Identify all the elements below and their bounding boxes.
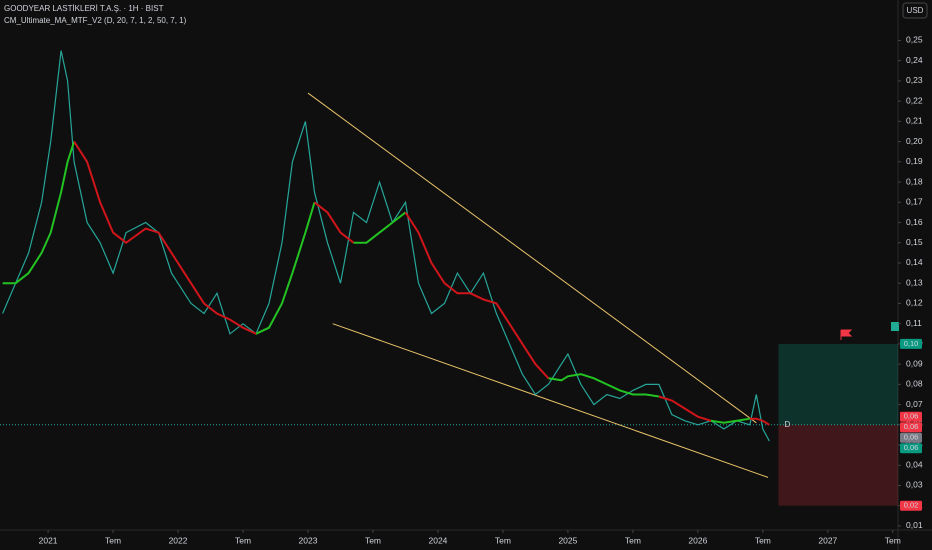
y-tick-label: 0,03 [906,480,923,490]
price-badge [900,432,922,443]
price-badge-label: 0,10 [904,339,919,348]
target-zone [778,343,898,425]
x-tick-label: Tem [755,535,771,545]
x-tick-label: Tem [365,535,381,545]
price-badge [900,338,922,349]
y-tick-label: 0,22 [906,95,923,105]
y-tick-label: 0,24 [906,55,923,65]
x-tick-label: 2022 [169,535,188,545]
y-tick-label: 0,17 [906,197,923,207]
y-tick-label: 0,04 [906,460,923,470]
price-badge [900,500,922,511]
x-tick-label: 2024 [428,535,447,545]
moving-average [2,141,750,424]
price-badge-label: 0,06 [904,412,919,421]
price-badge [900,443,922,454]
y-tick-label: 0,23 [906,75,923,85]
trendline [307,92,757,424]
price-badge-label: 0,02 [904,501,919,510]
y-tick-label: 0,14 [906,257,923,267]
y-tick-label: 0,11 [906,318,922,328]
y-tick-label: 0,16 [906,217,923,227]
y-tick-label: 0,25 [906,35,923,45]
x-tick-label: Tem [235,535,251,545]
x-tick-label: 2021 [39,535,58,545]
y-tick-label: 0,15 [906,237,923,247]
moving-average [73,141,770,426]
price-badge [900,422,922,433]
x-tick-label: Tem [105,535,121,545]
y-tick-label: 0,08 [906,379,923,389]
alert-icon [891,322,899,331]
x-tick-label: Tem [625,535,641,545]
y-tick-label: 0,19 [906,156,923,166]
indicator-title: CM_Ultimate_MA_MTF_V2 (D, 20, 7, 1, 2, 5… [4,16,187,25]
y-tick-label: 0,01 [906,520,923,530]
x-tick-label: Tem [885,535,901,545]
symbol-title: GOODYEAR LASTİKLERİ T.A.Ş. · 1H · BIST [4,4,164,13]
currency-label[interactable]: USD [907,6,924,15]
flag-icon [840,329,853,340]
y-tick-label: 0,21 [906,116,923,126]
entry-label: D [784,420,790,429]
x-tick-label: 2025 [558,535,577,545]
y-tick-label: 0,20 [906,136,923,146]
trendline [332,323,769,478]
x-tick-label: 2027 [818,535,837,545]
y-tick-label: 0,09 [906,358,923,368]
y-tick-label: 0,12 [906,298,923,308]
x-tick-label: 2026 [688,535,707,545]
price-badge-label: 0,06 [904,443,919,452]
y-tick-label: 0,07 [906,399,923,409]
y-tick-label: 0,13 [906,277,923,287]
price-badge [900,411,922,422]
x-tick-label: 2023 [299,535,318,545]
price-badge-label: 0,06 [904,433,919,442]
x-tick-label: Tem [495,535,511,545]
price-badge-label: 0,06 [904,422,919,431]
currency-button[interactable] [902,2,928,19]
y-tick-label: 0,18 [906,176,923,186]
stop-zone [778,424,898,506]
plot-area: 0,010,020,030,040,050,060,070,080,090,10… [0,35,923,545]
